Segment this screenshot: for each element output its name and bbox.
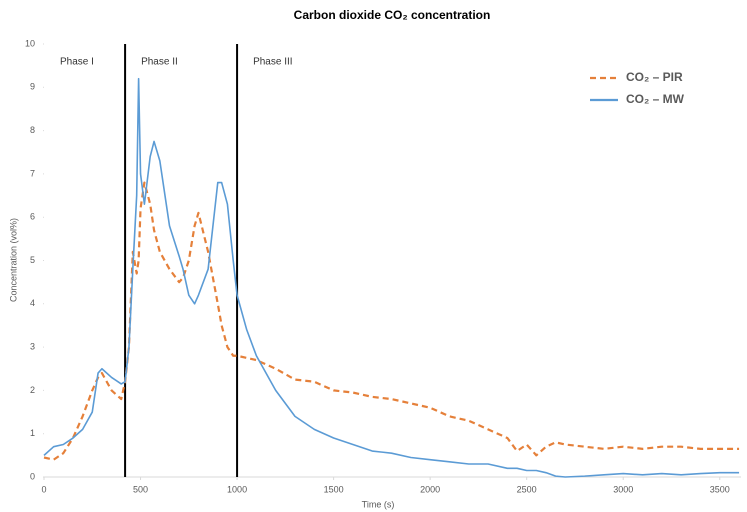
- phase-label: Phase II: [141, 57, 178, 68]
- x-tick-label: 2500: [517, 484, 537, 494]
- x-tick-label: 500: [133, 484, 148, 494]
- y-tick-label: 6: [30, 212, 35, 222]
- y-tick-label: 7: [30, 168, 35, 178]
- series-line: [43, 77, 740, 478]
- x-tick-label: 1500: [324, 484, 344, 494]
- y-tick-label: 1: [30, 428, 35, 438]
- y-tick-label: 10: [25, 38, 35, 48]
- legend-label: CO₂ – PIR: [626, 70, 683, 84]
- x-tick-label: 2000: [420, 484, 440, 494]
- legend-label: CO₂ – MW: [626, 92, 685, 106]
- y-tick-label: 0: [30, 471, 35, 481]
- x-tick-label: 0: [41, 484, 46, 494]
- x-tick-label: 3500: [710, 484, 730, 494]
- y-tick-label: 8: [30, 125, 35, 135]
- phase-label: Phase III: [253, 57, 292, 68]
- y-tick-label: 4: [30, 298, 35, 308]
- y-tick-label: 3: [30, 341, 35, 351]
- x-tick-label: 1000: [227, 484, 247, 494]
- y-tick-label: 5: [30, 255, 35, 265]
- y-tick-label: 9: [30, 82, 35, 92]
- x-axis-label: Time (s): [362, 499, 395, 509]
- chart-title: Carbon dioxide CO₂ concentration: [294, 8, 491, 22]
- x-tick-label: 3000: [613, 484, 633, 494]
- phase-label: Phase I: [60, 57, 94, 68]
- y-tick-label: 2: [30, 385, 35, 395]
- series-line: [43, 181, 740, 461]
- y-axis-label: Concentration (vol%): [8, 218, 18, 302]
